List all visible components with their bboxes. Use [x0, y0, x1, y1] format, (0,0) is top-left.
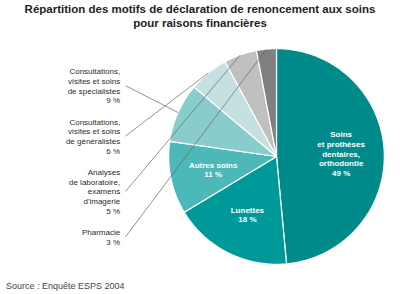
svg-text:Soinset prothèsesdentaires,ort: Soinset prothèsesdentaires,orthodontie49…: [317, 130, 365, 177]
svg-text:Analysesde laboratoire,examens: Analysesde laboratoire,examensd'imagerie…: [69, 168, 121, 215]
svg-text:Autres soins11 %: Autres soins11 %: [189, 161, 238, 180]
svg-text:Pharmacie3 %: Pharmacie3 %: [82, 228, 121, 247]
svg-text:Lunettes18 %: Lunettes18 %: [231, 206, 265, 225]
html-text:Source : Enquête ESPS 2004: Source : Enquête ESPS 2004: [6, 281, 125, 291]
html-text:Répartition des motifs de décl: Répartition des motifs de déclaration de…: [24, 3, 376, 29]
svg-text:Consultations,visites et soins: Consultations,visites et soinsde spécial…: [68, 67, 120, 105]
svg-text:Consultations,visites et soins: Consultations,visites et soinsde général…: [66, 118, 120, 156]
